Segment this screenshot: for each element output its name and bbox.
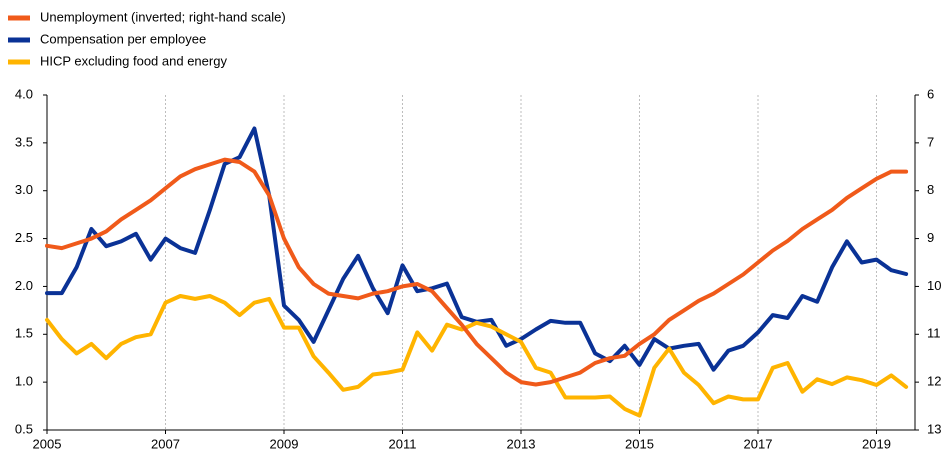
legend-label: Compensation per employee [40, 31, 206, 46]
x-tick-label: 2013 [507, 436, 536, 451]
y2-tick-label: 13 [927, 421, 941, 436]
legend-label: HICP excluding food and energy [40, 53, 227, 68]
x-tick-label: 2009 [270, 436, 299, 451]
x-tick-label: 2011 [389, 436, 417, 451]
y-tick-label: 1.0 [15, 374, 33, 389]
y-tick-label: 3.0 [15, 182, 33, 197]
y-tick-label: 4.0 [15, 86, 33, 101]
y2-tick-label: 9 [927, 230, 934, 245]
legend-label: Unemployment (inverted; right-hand scale… [40, 9, 286, 24]
y-tick-label: 3.5 [15, 134, 33, 149]
series-line [45, 157, 909, 387]
y-tick-label: 2.0 [15, 278, 33, 293]
y-tick-label: 2.5 [15, 230, 33, 245]
y2-tick-label: 6 [927, 86, 934, 101]
x-tick-label: 2019 [862, 436, 891, 451]
y2-tick-label: 11 [927, 326, 941, 341]
y-tick-label: 1.5 [15, 326, 33, 341]
x-tick-label: 2007 [151, 436, 180, 451]
x-tick-label: 2015 [625, 436, 654, 451]
y-tick-label: 0.5 [15, 421, 33, 436]
y2-tick-label: 12 [927, 374, 941, 389]
y2-tick-label: 7 [927, 134, 934, 149]
y2-tick-label: 8 [927, 182, 934, 197]
x-tick-label: 2017 [744, 436, 773, 451]
series-line [45, 294, 909, 418]
y2-tick-label: 10 [927, 278, 941, 293]
x-tick-label: 2005 [33, 436, 62, 451]
